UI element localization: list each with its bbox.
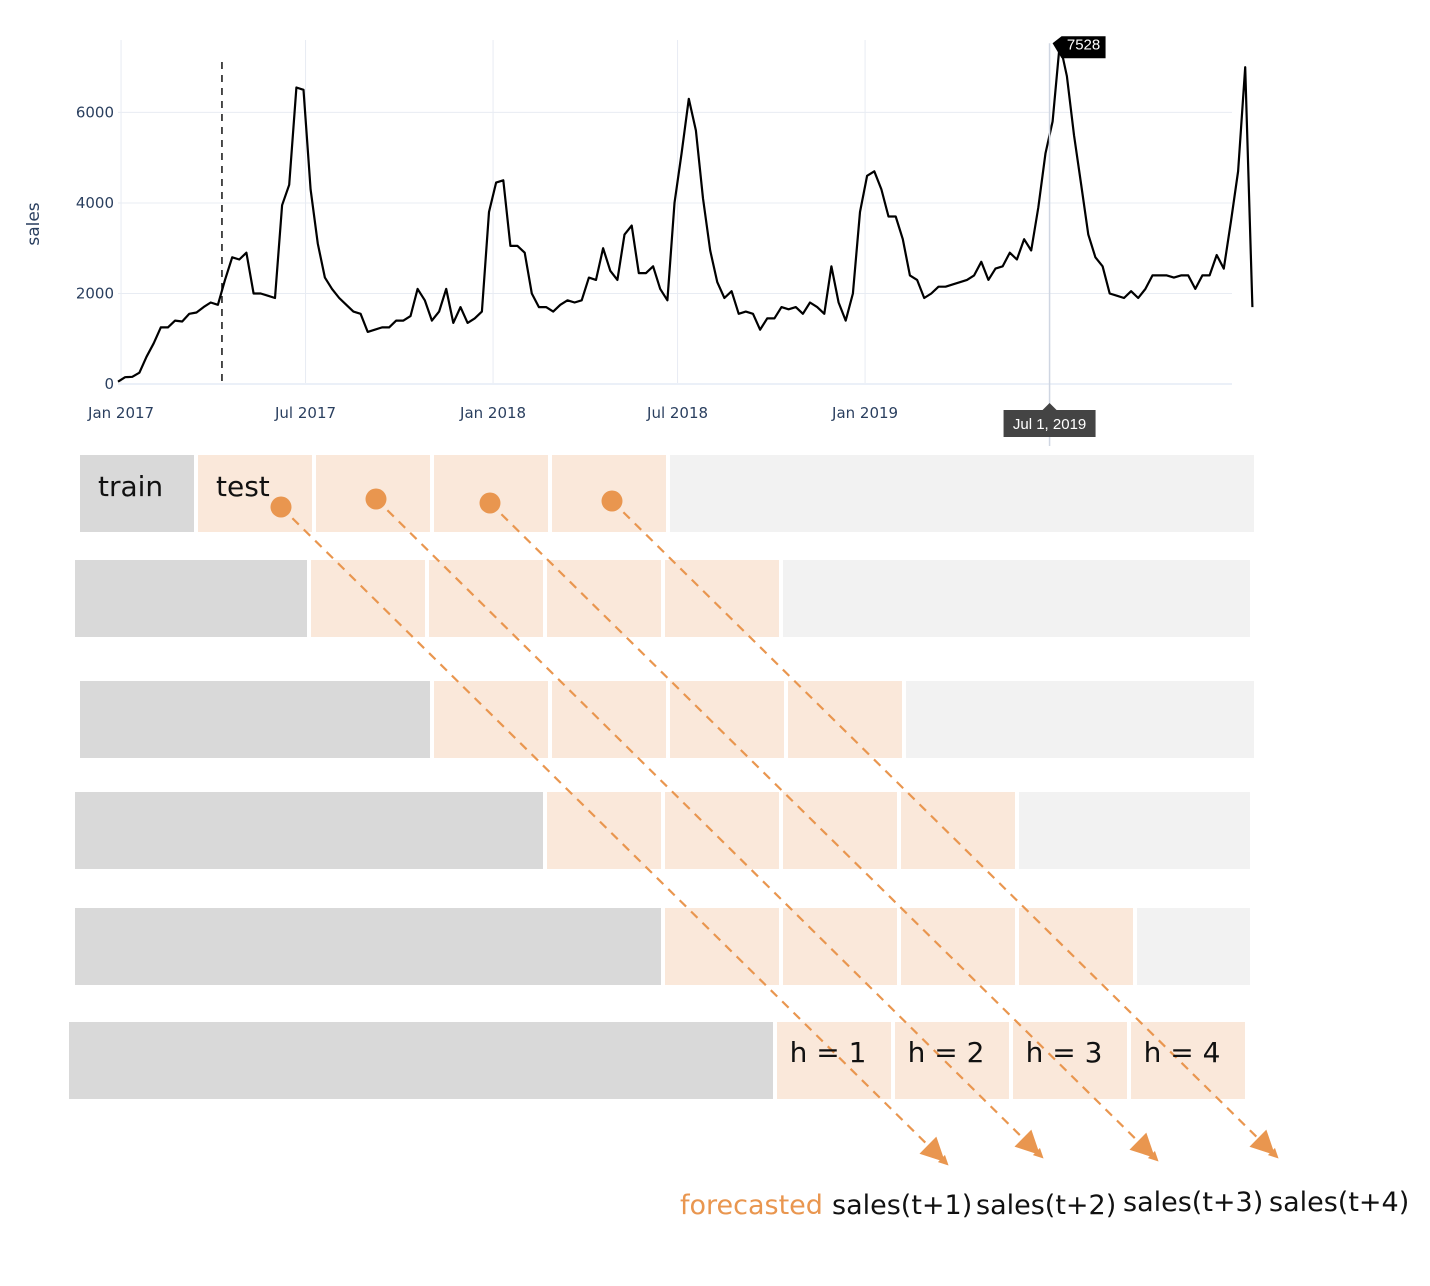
fold-row xyxy=(80,681,1254,758)
test-point-dot xyxy=(479,492,501,514)
y-tick-label: 2000 xyxy=(76,284,114,302)
fold-row xyxy=(75,560,1250,637)
x-tick-label: Jul 2018 xyxy=(646,404,708,422)
arrowhead xyxy=(1249,1129,1275,1155)
train-segment xyxy=(75,560,307,637)
x-tick-labels: Jan 2017 Jul 2017 Jan 2018 Jul 2018 Jan 2019 xyxy=(87,404,898,422)
train-label: train xyxy=(98,470,163,503)
test-segment xyxy=(547,560,661,637)
value-tooltip-box xyxy=(1052,36,1106,59)
y-tick-labels: 0 2000 4000 6000 xyxy=(76,103,114,393)
x-tick-label: Jan 2018 xyxy=(459,404,526,422)
cv-folds xyxy=(69,455,1254,1099)
test-segment xyxy=(552,681,666,758)
forecast-arrow xyxy=(280,506,949,1166)
test-point-dot xyxy=(365,488,387,510)
forecast-arrows xyxy=(280,498,1279,1166)
fold-row xyxy=(75,792,1250,869)
unused-segment xyxy=(906,681,1254,758)
horizon-label: h = 1 xyxy=(790,1036,867,1069)
target-label-t1: sales(t+1) xyxy=(832,1190,972,1221)
hover-tooltip: 7528 Jul 1, 2019 xyxy=(1003,36,1106,446)
target-label-t4: sales(t+4) xyxy=(1269,1187,1409,1218)
test-segment xyxy=(665,908,779,985)
fold-labels: train test h = 1 h = 2 h = 3 h = 4 xyxy=(98,470,1220,1069)
y-tick-label: 4000 xyxy=(76,194,114,212)
unused-segment xyxy=(1137,908,1250,985)
arrowhead xyxy=(919,1136,945,1162)
test-segment xyxy=(434,681,548,758)
arrowhead xyxy=(1014,1129,1040,1155)
train-segment xyxy=(75,792,543,869)
test-segment xyxy=(1013,1022,1127,1099)
test-label: test xyxy=(216,470,270,503)
fold-row xyxy=(69,1022,1245,1099)
train-segment xyxy=(75,908,661,985)
forecasted-label: forecasted xyxy=(680,1190,823,1221)
test-segment xyxy=(788,681,902,758)
forecast-arrow xyxy=(611,500,1279,1159)
test-point-markers xyxy=(270,488,623,518)
forecast-arrow xyxy=(375,498,1044,1159)
train-segment xyxy=(80,681,430,758)
unused-segment xyxy=(783,560,1250,637)
y-tick-label: 6000 xyxy=(76,103,114,121)
test-segment xyxy=(665,792,779,869)
value-tooltip-text: 7528 xyxy=(1067,36,1100,53)
horizon-label: h = 2 xyxy=(908,1036,985,1069)
date-tooltip-text: Jul 1, 2019 xyxy=(1013,416,1086,433)
train-segment xyxy=(80,455,194,532)
test-segment xyxy=(670,681,784,758)
forecast-targets-legend: forecasted sales(t+1) sales(t+2) sales(t… xyxy=(680,1187,1409,1221)
unused-segment xyxy=(670,455,1254,532)
fold-row xyxy=(75,908,1250,985)
target-label-t3: sales(t+3) xyxy=(1123,1187,1263,1218)
test-segment xyxy=(895,1022,1009,1099)
x-tick-label: Jan 2019 xyxy=(831,404,898,422)
test-segment xyxy=(783,908,897,985)
test-segment xyxy=(901,792,1015,869)
test-segment xyxy=(311,560,425,637)
target-label-t2: sales(t+2) xyxy=(976,1190,1116,1221)
y-gridlines xyxy=(118,111,1232,385)
arrowhead xyxy=(1129,1132,1155,1158)
test-point-dot xyxy=(270,496,292,518)
train-segment xyxy=(69,1022,773,1099)
y-axis-title: sales xyxy=(24,202,44,245)
test-segment xyxy=(547,792,661,869)
sales-line-chart: 0 2000 4000 6000 Jan 2017 Jul 2017 Jan 2018 Ju… xyxy=(24,36,1254,446)
date-tooltip-box xyxy=(1003,410,1096,437)
x-tick-label: Jul 2017 xyxy=(274,404,336,422)
test-segment xyxy=(901,908,1015,985)
test-segment xyxy=(429,560,543,637)
test-segment xyxy=(783,792,897,869)
date-tooltip-pointer xyxy=(1042,403,1057,410)
horizon-label: h = 4 xyxy=(1144,1036,1221,1069)
test-segment xyxy=(1131,1022,1245,1099)
x-gridlines xyxy=(120,40,866,384)
test-segment xyxy=(777,1022,891,1099)
unused-segment xyxy=(1019,792,1250,869)
forecast-arrow xyxy=(489,502,1159,1162)
horizon-label: h = 3 xyxy=(1026,1036,1103,1069)
sales-series-line xyxy=(117,42,1254,383)
y-tick-label: 0 xyxy=(104,375,114,393)
test-point-dot xyxy=(601,490,623,512)
x-tick-label: Jan 2017 xyxy=(87,404,154,422)
